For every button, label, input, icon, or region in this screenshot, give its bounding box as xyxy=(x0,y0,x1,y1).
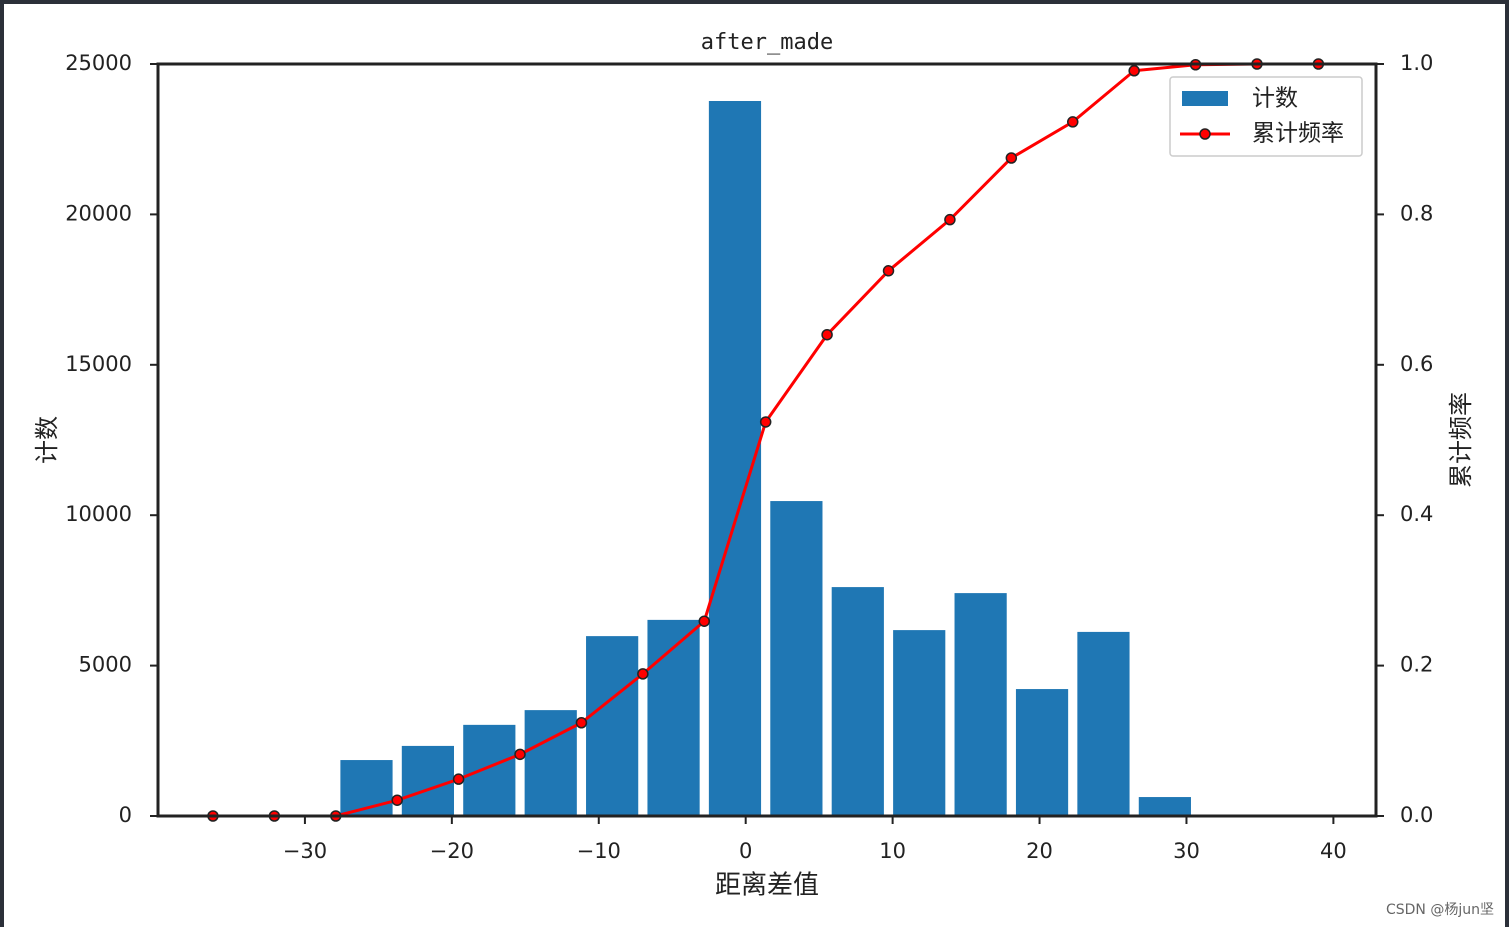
legend-label: 累计频率 xyxy=(1252,121,1344,147)
line-marker xyxy=(1066,116,1079,128)
bar xyxy=(1077,631,1130,816)
x-tick-label: 0 xyxy=(739,839,752,863)
bar xyxy=(1138,797,1191,816)
legend-marker xyxy=(1199,128,1211,140)
line-marker xyxy=(1128,65,1140,77)
line-marker xyxy=(391,794,403,806)
y2-axis-label: 累计频率 xyxy=(1447,392,1475,488)
line-marker xyxy=(1005,152,1018,164)
legend-label: 计数 xyxy=(1252,86,1298,112)
y2-tick-label: 0.2 xyxy=(1400,653,1433,677)
line-marker xyxy=(944,213,956,226)
bar xyxy=(831,587,884,816)
bar xyxy=(524,710,577,816)
plot-frame xyxy=(156,62,1378,818)
x-tick-label: 30 xyxy=(1173,839,1200,863)
line-marker xyxy=(821,328,833,341)
bar xyxy=(401,745,455,816)
y-tick-label: 25000 xyxy=(65,51,132,75)
x-tick-label: −30 xyxy=(283,839,327,863)
line-marker xyxy=(514,748,526,761)
y2-tick-label: 0.8 xyxy=(1400,201,1433,225)
line-marker xyxy=(637,668,649,680)
bar xyxy=(463,724,516,816)
y2-tick-label: 0.6 xyxy=(1400,352,1433,376)
bar xyxy=(708,100,762,816)
chart-title: after_made xyxy=(701,30,833,55)
bar xyxy=(954,593,1007,816)
x-tick-label: 40 xyxy=(1320,839,1347,863)
line-marker xyxy=(452,773,465,785)
x-tick-label: 20 xyxy=(1026,839,1053,863)
legend-swatch xyxy=(1182,91,1228,106)
line-marker xyxy=(882,265,895,277)
line-marker xyxy=(575,717,588,729)
watermark: CSDN @杨jun坚 xyxy=(1386,902,1494,918)
y2-tick-label: 0.0 xyxy=(1400,803,1433,827)
bar xyxy=(770,501,823,816)
bar xyxy=(1015,689,1069,816)
y2-tick-label: 1.0 xyxy=(1400,51,1433,75)
y-tick-label: 20000 xyxy=(65,201,132,225)
y-axis-label: 计数 xyxy=(33,416,61,464)
bar xyxy=(893,630,946,816)
x-axis-label: 距离差值 xyxy=(715,871,819,901)
x-tick-label: −10 xyxy=(577,839,621,863)
bar xyxy=(647,619,700,816)
y-tick-label: 0 xyxy=(119,803,132,827)
x-tick-label: −20 xyxy=(430,839,474,863)
y2-tick-label: 0.4 xyxy=(1400,502,1433,526)
y-tick-label: 10000 xyxy=(65,502,132,526)
bar xyxy=(586,636,639,816)
y-tick-label: 15000 xyxy=(65,352,132,376)
line-marker xyxy=(698,615,711,627)
line-marker xyxy=(759,416,772,428)
y-tick-label: 5000 xyxy=(79,653,132,677)
x-tick-label: 10 xyxy=(879,839,906,863)
